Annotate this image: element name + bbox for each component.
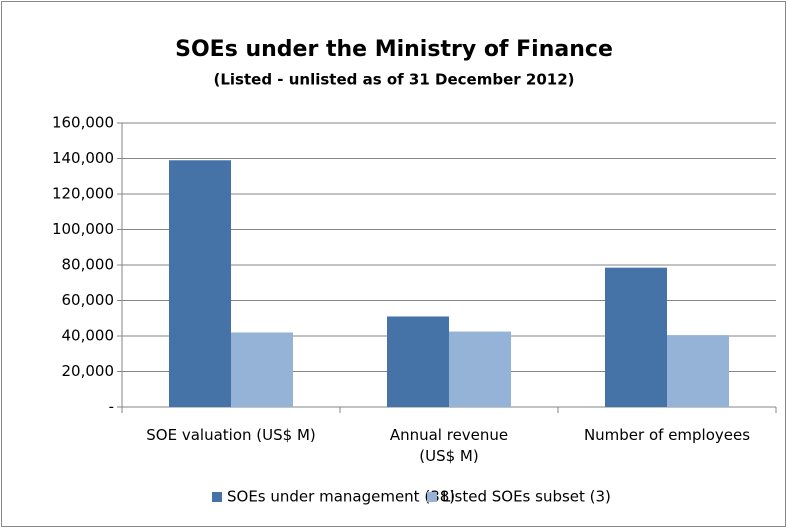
x-tick-label: Annual revenue (US$ M) <box>389 426 509 465</box>
y-tick-label: 80,000 <box>62 256 115 274</box>
legend-label: Listed SOEs subset (3) <box>442 488 611 506</box>
legend-swatch <box>212 492 222 502</box>
y-tick-label: 140,000 <box>52 149 114 167</box>
legend-swatch <box>427 492 437 502</box>
y-tick-label: 60,000 <box>62 291 115 309</box>
legend-label: SOEs under management (38) <box>227 488 455 506</box>
y-tick-label: 40,000 <box>62 327 115 345</box>
bar <box>449 331 511 407</box>
y-tick-label: - <box>109 398 114 416</box>
bar <box>231 332 293 407</box>
chart-title: SOEs under the Ministry of Finance <box>175 37 613 62</box>
bar <box>387 316 449 407</box>
bar <box>169 160 231 407</box>
y-tick-label: 20,000 <box>62 362 115 380</box>
x-tick-label: Number of employees <box>583 426 751 444</box>
y-tick-label: 100,000 <box>52 220 114 238</box>
y-tick-label: 120,000 <box>52 185 114 203</box>
bar <box>605 267 667 407</box>
x-tick-label: SOE valuation (US$ M) <box>146 426 316 444</box>
y-tick-label: 160,000 <box>52 114 114 132</box>
chart-subtitle: (Listed - unlisted as of 31 December 201… <box>214 71 575 89</box>
bar <box>667 335 729 407</box>
